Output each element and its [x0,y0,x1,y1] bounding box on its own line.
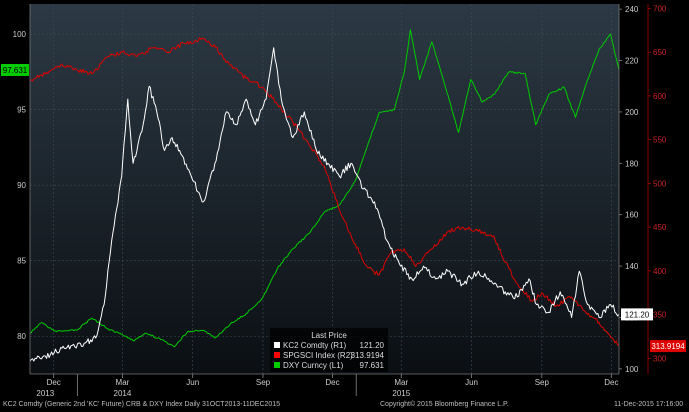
last-value-tag-text: 121.20 [625,310,650,319]
y-r1-tick-label: 220 [625,57,639,66]
legend-value: 313.9194 [351,351,385,360]
x-tick-label: Dec [325,378,339,387]
x-year-label: 2014 [114,389,132,398]
y-r2-tick-label: 300 [653,354,667,363]
y-r2-tick-label: 650 [653,48,667,57]
series-layer [30,29,619,362]
legend-swatch [274,342,280,348]
footer: KC2 Comdty (Generic 2nd 'KC' Future) CRB… [0,398,689,412]
y-left-tick-label: 80 [17,332,26,341]
x-year-label: 2013 [36,389,54,398]
grid [30,4,619,374]
legend-swatch [274,352,280,358]
series-line-kc2 [30,47,619,362]
y-left-tick-label: 85 [17,257,26,266]
x-tick-label: Sep [256,378,271,387]
y-r1-tick-label: 160 [625,211,639,220]
x-tick-label: Jun [465,378,478,387]
y-r2-tick-label: 700 [653,4,667,13]
y-r1-tick-label: 100 [625,365,639,374]
y-r2-tick-label: 450 [653,223,667,232]
legend-box [270,328,388,372]
x-year-label: 2015 [392,389,410,398]
footer-timestamp: 11-Dec-2015 17:16:00 [614,401,684,408]
legend-label: KC2 Comdty (R1) [283,341,346,350]
last-value-tag-bg [621,308,653,321]
y-r1-tick-label: 200 [625,108,639,117]
y-left-tick-label: 100 [13,30,27,39]
x-tick-label: Dec [47,378,61,387]
last-value-tags: 97.631 121.20 313.9194 [1,63,686,353]
x-tick-label: Mar [394,378,408,387]
x-tick-label: Mar [116,378,130,387]
y-r2-tick-label: 600 [653,92,667,101]
legend-label: SPGSCI Index (R2) [283,351,353,360]
x-tick-label: Sep [535,378,550,387]
legend-title: Last Price [311,331,347,340]
y-r1-tick-label: 140 [625,262,639,271]
y-r1-tick-label: 180 [625,159,639,168]
y-r2-tick-label: 350 [653,311,667,320]
legend-value: 97.631 [360,361,385,370]
last-value-tag-bg [1,63,29,76]
last-value-tag-bg [650,340,686,353]
y-r2-tick-label: 400 [653,267,667,276]
axes: Dec Mar Jun Sep Dec Mar Jun Sep Dec 2013 2014 2015 8… [13,4,667,398]
last-value-tag-text: 313.9194 [651,342,685,351]
legend-label: DXY Curncy (L1) [283,361,344,370]
footer-copyright: Copyright© 2015 Bloomberg Finance L.P. [380,401,509,408]
y-r2-tick-label: 500 [653,179,667,188]
last-value-tag-text: 97.631 [3,66,28,75]
plot-background [30,4,619,374]
y-left-tick-label: 90 [17,181,26,190]
legend-value: 121.20 [360,341,385,350]
y-r2-tick-label: 550 [653,136,667,145]
footer-title: KC2 Comdty (Generic 2nd 'KC' Future) CRB… [3,401,281,408]
legend-swatch [274,362,280,368]
y-left-tick-label: 95 [17,106,26,115]
series-line-dxy [30,29,619,348]
x-tick-label: Dec [604,378,618,387]
x-tick-label: Jun [186,378,199,387]
y-r1-tick-label: 240 [625,5,639,14]
